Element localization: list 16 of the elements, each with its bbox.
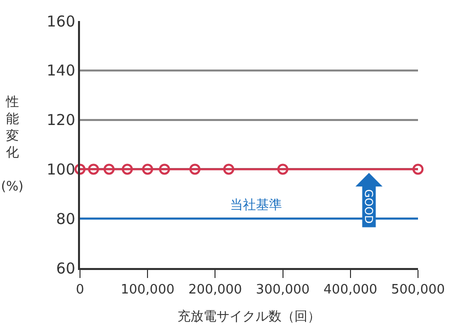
annotation: GOOD	[362, 189, 376, 224]
x-tick-label: 400,000	[324, 282, 378, 298]
y-tick-label: 140	[46, 62, 76, 80]
y-tick-label: 120	[46, 111, 76, 130]
x-tick-label: 300,000	[256, 282, 310, 298]
x-tick-label: 100,000	[120, 282, 174, 298]
y-tick-label: 60	[56, 259, 76, 278]
text: 性能変化 (%)	[1, 95, 24, 194]
ref-line-label: 当社基準	[230, 198, 282, 213]
y-tick-label: 80	[56, 210, 76, 228]
x-axis-title: 充放電サイクル数（回）	[178, 309, 320, 324]
x-tick-label: 500,000	[391, 282, 445, 298]
y-tick-label: 100	[46, 160, 76, 178]
x-tick-label: 0	[76, 282, 84, 298]
x-tick-label: 200,000	[188, 282, 242, 298]
y-tick-label: 160	[46, 12, 76, 30]
